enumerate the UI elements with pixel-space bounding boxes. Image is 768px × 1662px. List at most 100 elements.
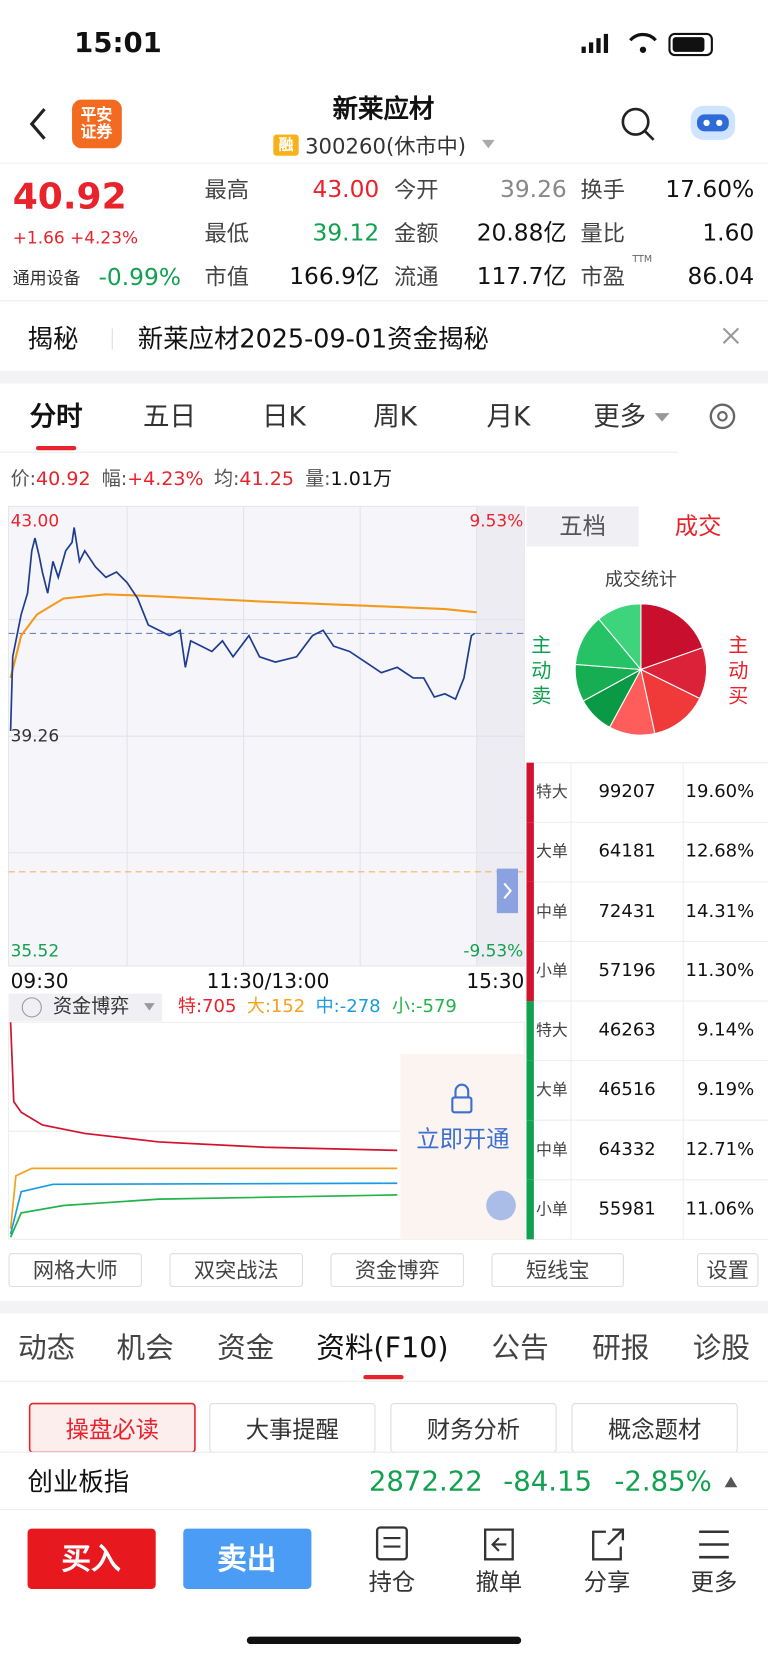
side-tab[interactable]: 成交 [674,513,722,541]
field-value: 1.60 [702,220,755,247]
row-bar [526,881,534,942]
field-label: 市值 [204,264,249,290]
tab[interactable]: 月K [486,400,531,432]
index-pct: -2.85% [614,1466,712,1498]
field-label: 最低 [204,220,249,247]
stock-code: 300260(休市中) [305,133,467,159]
tab[interactable]: 分时 [29,400,83,432]
sub-tab[interactable]: 操盘必读 [65,1417,159,1444]
tab[interactable]: 日K [261,400,306,432]
row-line [533,1120,768,1181]
field-label: 流通 [394,264,439,290]
row-volume: 64332 [598,1138,656,1160]
field-label: 今开 [394,177,439,203]
row-bar [526,822,534,882]
row-percent: 9.14% [697,1019,755,1041]
row-bar [526,941,534,1002]
row-type: 特大 [535,782,568,802]
section-tab[interactable]: 公告 [491,1332,549,1365]
row-line [533,762,768,823]
row-line [533,1179,768,1240]
unlock[interactable]: 立即开通 [416,1127,510,1154]
tab[interactable]: 周K [373,400,418,432]
tool-label[interactable]: 资金博弈 [354,1257,440,1283]
tab[interactable]: 五日 [142,400,196,432]
sell-button[interactable]: 卖出 [217,1541,277,1577]
tool-button[interactable] [169,1253,303,1288]
section-tab[interactable]: 动态 [18,1332,76,1365]
tool-label[interactable]: 双突战法 [193,1257,279,1283]
tool-button[interactable] [8,1253,142,1288]
field-value: 20.88亿 [476,220,567,247]
row-bar [526,762,534,823]
row-volume: 72431 [598,900,656,922]
section-tab[interactable]: 资金 [217,1332,275,1365]
row-line [533,941,768,1002]
tab[interactable]: 更多 [593,400,647,432]
sub-tab[interactable]: 大事提醒 [245,1417,339,1444]
fund-item: 大:152 [246,996,306,1018]
row-bar [526,1060,534,1121]
logo: 平安证券 [80,105,113,141]
section-tab[interactable]: 诊股 [692,1332,750,1365]
price: 40.92 [12,175,127,219]
sector-change: -0.99% [98,264,181,292]
price-top: 43.00 [10,510,60,531]
sub-tab[interactable]: 概念题材 [608,1417,702,1444]
field-label: 最高 [204,177,249,203]
field-value: 86.04 [687,263,755,291]
tool-label[interactable]: 短线宝 [525,1257,590,1283]
fund-item: 小:-579 [391,996,457,1018]
info-label: 幅: [101,468,128,491]
tool-button[interactable] [330,1253,464,1288]
buy-button[interactable]: 买入 [61,1541,121,1577]
field-value: 43.00 [312,176,380,204]
tag: 融 [278,136,294,154]
pie-slice [640,668,701,735]
row-type: 大单 [535,1080,568,1100]
info-label: 价: [10,468,37,491]
tool-button[interactable] [491,1253,624,1288]
sub-tab[interactable]: 财务分析 [426,1417,521,1444]
row-bar [526,1179,534,1240]
row-bar [526,1001,534,1061]
tool-label[interactable]: 设置 [706,1257,749,1283]
info-label: 均: [213,468,240,491]
tool-button[interactable] [697,1253,759,1288]
row-percent: 14.31% [685,900,755,922]
field-value: 39.12 [312,220,380,247]
info-value: 41.25 [239,468,294,491]
row-volume: 55981 [598,1198,656,1220]
tool-label[interactable]: 网格大师 [32,1257,118,1283]
action-label[interactable]: 更多 [690,1569,738,1597]
action-label[interactable]: 分享 [583,1569,631,1597]
price-bottom: 35.52 [10,940,60,961]
x-label: 11:30/13:00 [206,969,330,994]
section-tab[interactable]: 资料(F10) [316,1332,449,1365]
field-value: 166.9亿 [289,263,380,291]
row-type: 中单 [535,901,568,921]
row-type: 小单 [535,961,568,981]
pie-title: 成交统计 [604,569,677,591]
section-tab[interactable]: 机会 [116,1332,174,1365]
stock-name: 新莱应材 [332,94,435,124]
side-tab[interactable]: 五档 [559,513,606,541]
row-line [533,1060,768,1121]
row-type: 特大 [535,1020,568,1040]
action-label[interactable]: 撤单 [475,1569,523,1597]
sell-label: 主动卖 [531,633,552,708]
change: +1.66 +4.23% [12,227,139,248]
info-value: +4.23% [127,468,204,491]
banner-text[interactable]: 新莱应材2025-09-01资金揭秘 [137,324,489,354]
field-value: 39.26 [500,176,567,204]
action-label[interactable]: 持仓 [368,1569,416,1597]
row-line [533,1001,768,1062]
row-percent: 11.06% [685,1198,755,1220]
info-value: 40.92 [36,468,91,491]
row-type: 中单 [535,1139,568,1159]
section-tab[interactable]: 研报 [592,1332,650,1365]
price-base: 39.26 [10,725,60,746]
fund-item: 中:-278 [315,996,381,1018]
fund-item: 特:705 [177,996,237,1018]
